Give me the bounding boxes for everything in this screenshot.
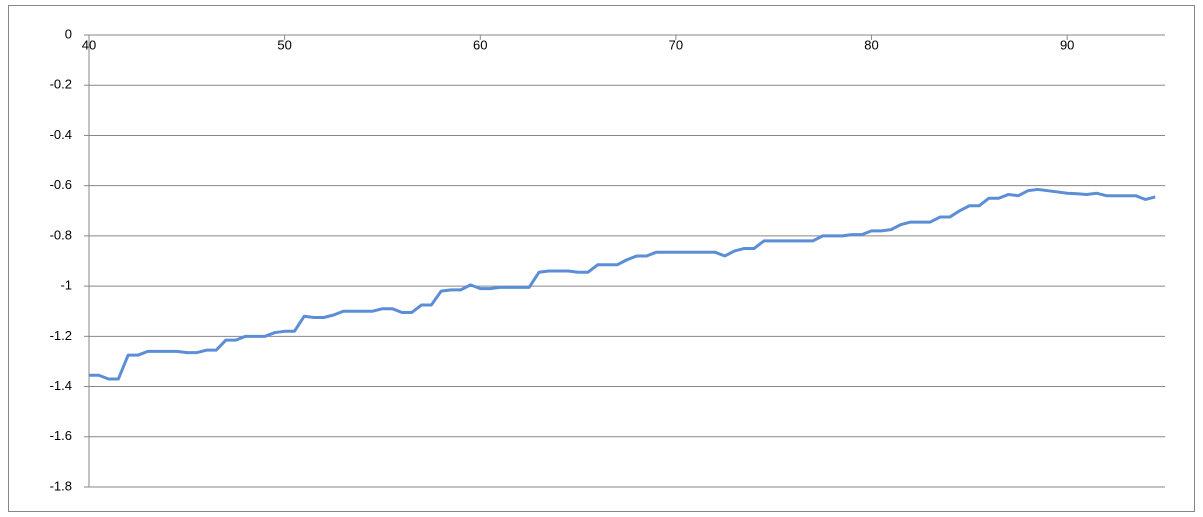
x-tick-label: 40: [82, 37, 96, 52]
x-tick-label: 60: [473, 37, 487, 52]
x-tick-label: 90: [1060, 37, 1074, 52]
y-tick-label: -0.4: [50, 127, 72, 142]
y-tick-label: -1.6: [50, 428, 72, 443]
y-tick-label: -0.6: [50, 177, 72, 192]
y-tick-label: -1.2: [50, 328, 72, 343]
y-tick-label: -1.4: [50, 378, 72, 393]
x-tick-label: 70: [669, 37, 683, 52]
x-tick-label: 50: [277, 37, 291, 52]
y-tick-label: -1.8: [50, 478, 72, 493]
y-tick-label: -1: [60, 278, 72, 293]
y-tick-label: 0: [65, 26, 72, 41]
y-tick-label: -0.8: [50, 227, 72, 242]
y-tick-label: -0.2: [50, 77, 72, 92]
x-tick-label: 80: [864, 37, 878, 52]
data-line: [89, 187, 1156, 381]
chart-frame: [8, 5, 1195, 512]
